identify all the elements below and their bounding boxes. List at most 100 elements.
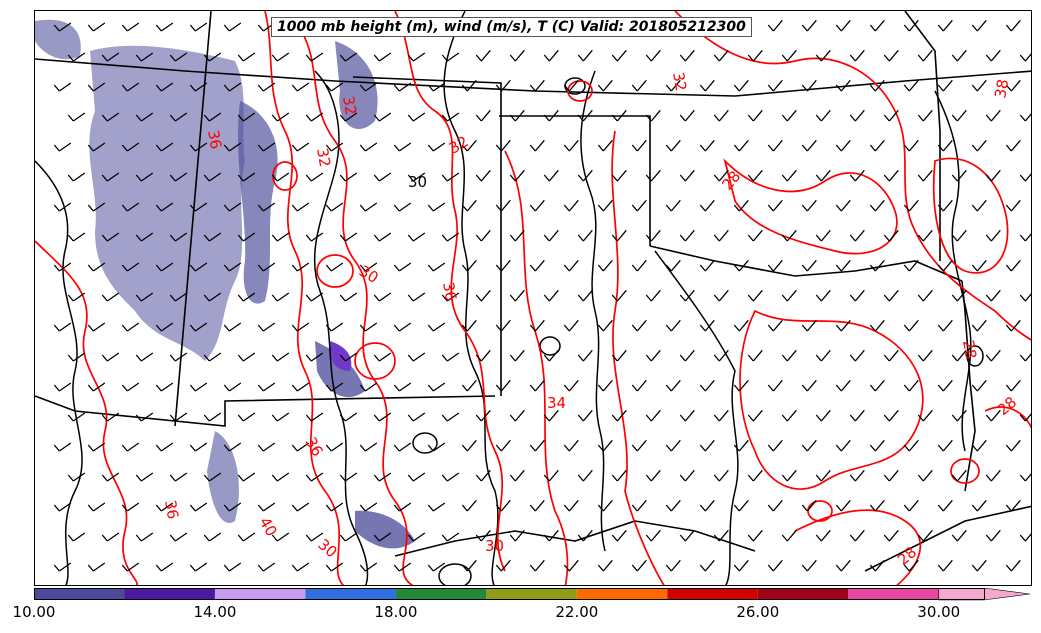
wind-barb <box>971 79 987 92</box>
wind-barb <box>563 319 579 332</box>
contour-labels: 32 32 32 36 30 30 36 34 28 32 28 28 28 3… <box>161 71 1020 569</box>
wind-barb <box>87 562 106 572</box>
wind-barb <box>631 379 647 392</box>
wind-barb <box>815 409 831 422</box>
wind-barb <box>495 259 511 272</box>
wind-barb <box>529 319 545 332</box>
wind-barb <box>305 172 324 182</box>
wind-barb <box>325 382 344 392</box>
wind-barb <box>257 82 276 92</box>
wind-barb <box>427 562 446 572</box>
wind-barb <box>611 49 627 62</box>
wind-barb <box>529 499 545 512</box>
wind-barb <box>631 259 647 272</box>
wind-barb <box>237 352 256 362</box>
wind-barb <box>713 109 729 122</box>
wind-barb <box>291 82 310 92</box>
wind-barb <box>67 52 86 62</box>
wind-barb <box>869 79 885 92</box>
colorbar-bin <box>124 588 215 600</box>
wind-barb <box>189 502 208 512</box>
wind-barb <box>801 439 817 452</box>
wind-barb <box>475 349 491 362</box>
wind-barb <box>121 382 140 392</box>
wind-barb <box>155 262 174 272</box>
wind-barb <box>121 142 140 152</box>
wind-barb <box>529 379 545 392</box>
wind-barb <box>611 289 627 302</box>
contour-label: 32 <box>669 71 690 93</box>
wind-barb <box>155 82 174 92</box>
wind-barb <box>849 169 865 182</box>
wind-barb <box>53 382 72 392</box>
wind-barb <box>903 139 919 152</box>
wind-barb <box>985 289 1001 302</box>
wind-barb <box>441 112 460 122</box>
wind-barb <box>679 529 695 542</box>
temperature-contour-line <box>35 240 138 585</box>
wind-barb <box>223 382 242 392</box>
wind-barb <box>1019 413 1031 422</box>
wind-barb <box>713 49 729 62</box>
wind-barb <box>373 112 392 122</box>
wind-barb <box>543 49 559 62</box>
wind-barb <box>563 259 579 272</box>
wind-barb <box>203 52 222 62</box>
wind-barb <box>815 109 831 122</box>
wind-barb <box>597 439 613 452</box>
wind-barb <box>577 469 593 482</box>
wind-barb <box>237 532 256 542</box>
wind-barb <box>699 199 715 212</box>
wind-barb <box>679 349 695 362</box>
wind-barb <box>577 229 593 242</box>
wind-barb <box>237 292 256 302</box>
wind-barb <box>169 112 188 122</box>
wind-barb <box>645 229 661 242</box>
contour-label: 28 <box>994 393 1020 419</box>
wind-barb <box>733 379 749 392</box>
wind-barb <box>203 292 222 302</box>
wind-barb <box>461 139 477 152</box>
wind-barb <box>373 52 392 62</box>
wind-barb <box>781 49 797 62</box>
wind-barb <box>339 352 358 362</box>
wind-barb <box>951 169 967 182</box>
wind-barb <box>917 529 933 542</box>
temperature-contour-line <box>723 158 898 255</box>
wind-barb <box>101 352 120 362</box>
wind-barb <box>903 199 919 212</box>
wind-barb <box>169 232 188 242</box>
wind-barb <box>135 472 154 482</box>
wind-barb <box>67 292 86 302</box>
wind-barb <box>985 409 1001 422</box>
wind-barb <box>101 232 120 242</box>
temperature-contour-closed <box>354 342 396 380</box>
wind-barb <box>495 559 511 572</box>
wind-barb <box>631 139 647 152</box>
wind-barb <box>461 499 477 512</box>
wind-barb <box>597 259 613 272</box>
wind-barb <box>767 259 783 272</box>
wind-barb <box>529 79 545 92</box>
wind-barb <box>985 49 1001 62</box>
wind-barb <box>713 349 729 362</box>
wind-barb <box>747 229 763 242</box>
wind-barb <box>155 382 174 392</box>
temperature-contour-line <box>984 406 1031 429</box>
wind-barb <box>1005 379 1021 392</box>
wind-barb <box>155 142 174 152</box>
wind-barb <box>257 322 276 332</box>
wind-barb <box>699 259 715 272</box>
wind-barb <box>189 442 208 452</box>
contour-label: 30 <box>485 537 504 555</box>
wind-barb <box>937 439 953 452</box>
wind-barb <box>665 379 681 392</box>
wind-barb <box>985 349 1001 362</box>
wind-barb <box>985 229 1001 242</box>
wind-barb <box>373 352 392 362</box>
wind-barb <box>815 289 831 302</box>
wind-barb <box>87 82 106 92</box>
wind-barb <box>611 349 627 362</box>
wind-barb <box>339 232 358 242</box>
wind-barb <box>665 259 681 272</box>
